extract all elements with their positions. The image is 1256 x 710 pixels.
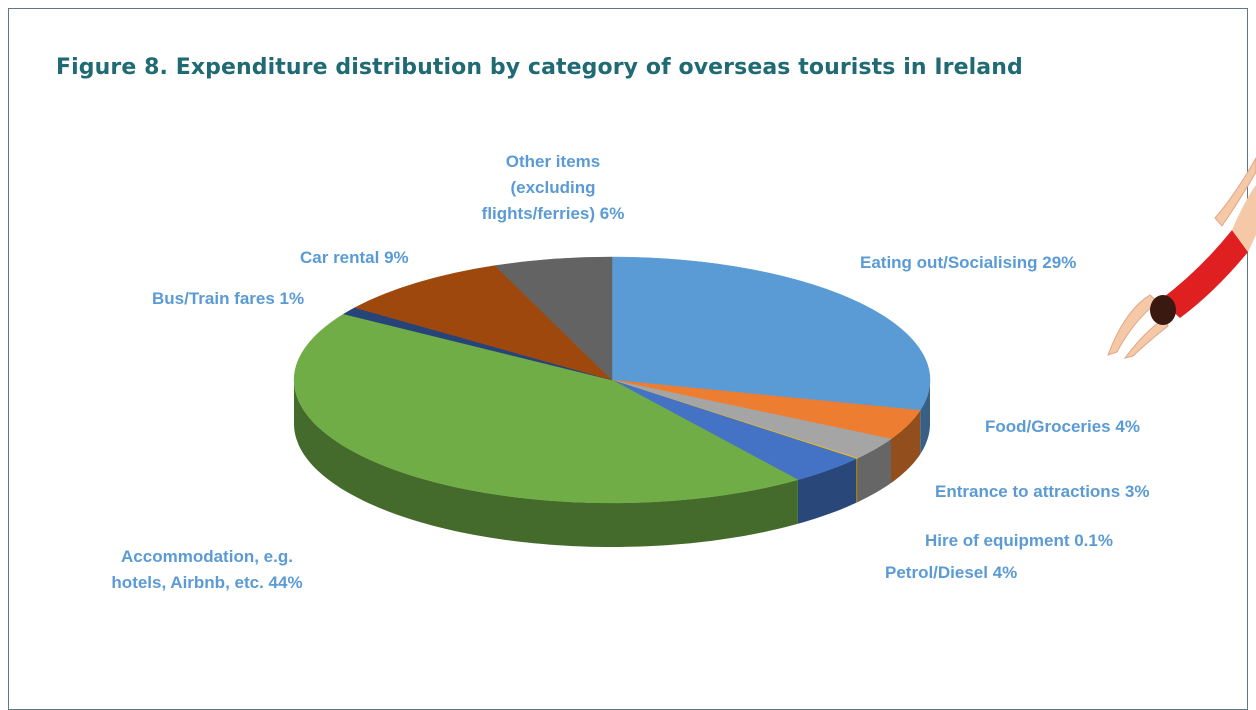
data-label-other-items-excluding-flights-ferries-6: Other items (excluding flights/ferries) 6% — [482, 152, 625, 223]
data-label-petrol-diesel-4: Petrol/Diesel 4% — [885, 563, 1017, 582]
data-label-hire-of-equipment-0-1: Hire of equipment 0.1% — [925, 531, 1113, 550]
side-hire-of-equipment-0-1 — [856, 458, 858, 503]
data-label-accommodation-e-g-hotels-airbnb-etc-44: Accommodation, e.g. hotels, Airbnb, etc. … — [111, 547, 302, 592]
side-entrance-to-attractions-3 — [857, 439, 891, 503]
pie-layer — [293, 256, 931, 547]
swimmer-illustration — [1107, 156, 1256, 359]
slice-eating-out-socialising-29 — [611, 256, 931, 411]
side-eating-out-socialising-29 — [920, 380, 930, 455]
pie-chart: Eating out/Socialising 29% Food/Groceries… — [111, 152, 1256, 592]
data-label-entrance-to-attractions-3: Entrance to attractions 3% — [935, 482, 1149, 501]
side-accommodation-e-g-hotels-airbnb-etc-44 — [294, 380, 798, 547]
data-label-car-rental-9: Car rental 9% — [300, 248, 409, 267]
figure-title: Figure 8. Expenditure distribution by ca… — [56, 55, 1023, 80]
label-layer: Eating out/Socialising 29% Food/Groceries… — [111, 152, 1149, 592]
data-label-eating-out-socialising-29: Eating out/Socialising 29% — [860, 253, 1076, 272]
data-label-food-groceries-4: Food/Groceries 4% — [985, 417, 1140, 436]
slice-accommodation-e-g-hotels-airbnb-etc-44 — [293, 313, 799, 504]
data-label-bus-train-fares-1: Bus/Train fares 1% — [152, 289, 304, 308]
side-food-groceries-4 — [891, 410, 921, 483]
slice-car-rental-9 — [354, 265, 613, 381]
slice-other-items-excluding-flights-ferries-6 — [494, 256, 613, 381]
side-petrol-diesel-4 — [797, 458, 857, 524]
